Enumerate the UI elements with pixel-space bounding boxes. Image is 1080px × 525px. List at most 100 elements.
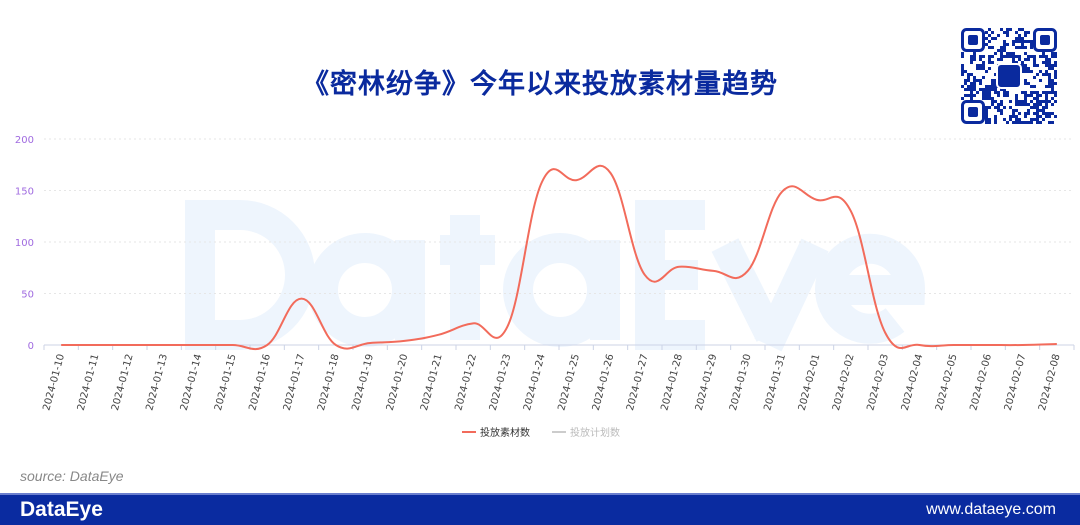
- qr-module: [1015, 61, 1018, 64]
- qr-module: [1051, 121, 1054, 124]
- qr-module: [1009, 100, 1012, 103]
- qr-module: [988, 91, 991, 94]
- qr-module: [1030, 121, 1033, 124]
- qr-module: [979, 58, 982, 61]
- qr-module: [1030, 55, 1033, 58]
- qr-module: [1024, 58, 1027, 61]
- qr-module: [1033, 103, 1036, 106]
- x-tick-label: 2024-01-21: [419, 353, 445, 412]
- footer-url[interactable]: www.dataeye.com: [926, 501, 1056, 518]
- qr-module: [1000, 28, 1003, 31]
- qr-module: [1036, 91, 1039, 94]
- qr-module: [1003, 106, 1006, 109]
- qr-module: [1027, 112, 1030, 115]
- legend-label: 投放计划数: [570, 426, 620, 439]
- qr-module: [1045, 106, 1048, 109]
- qr-module: [1000, 49, 1003, 52]
- qr-module: [970, 61, 973, 64]
- qr-module: [973, 58, 976, 61]
- qr-module: [967, 76, 970, 79]
- qr-module: [970, 91, 973, 94]
- qr-module: [1039, 100, 1042, 103]
- qr-module: [1000, 103, 1003, 106]
- qr-module: [1024, 40, 1027, 43]
- qr-module: [997, 91, 1000, 94]
- x-tick-label: 2024-01-26: [591, 353, 617, 412]
- qr-module: [982, 94, 985, 97]
- qr-module: [1039, 79, 1042, 82]
- qr-module: [1024, 79, 1027, 82]
- qr-module: [1036, 115, 1039, 118]
- y-tick-label: 0: [28, 341, 34, 352]
- x-tick-label: 2024-01-19: [350, 353, 376, 412]
- qr-module: [1006, 31, 1009, 34]
- qr-module: [1054, 94, 1057, 97]
- qr-module: [997, 109, 1000, 112]
- qr-module: [1051, 97, 1054, 100]
- qr-module: [1048, 100, 1051, 103]
- qr-module: [961, 97, 964, 100]
- qr-module: [988, 85, 991, 88]
- qr-module: [988, 28, 991, 31]
- qr-module: [973, 85, 976, 88]
- qr-module: [1051, 67, 1054, 70]
- qr-module: [1012, 115, 1015, 118]
- qr-module: [988, 106, 991, 109]
- qr-module: [1045, 73, 1048, 76]
- qr-module: [982, 55, 985, 58]
- qr-module: [1045, 58, 1048, 61]
- qr-module: [1033, 97, 1036, 100]
- qr-module: [1054, 55, 1057, 58]
- qr-module: [1000, 55, 1003, 58]
- qr-module: [1039, 55, 1042, 58]
- qr-module: [1051, 79, 1054, 82]
- qr-module: [967, 79, 970, 82]
- legend-item-1[interactable]: 投放素材数: [462, 426, 530, 439]
- qr-module: [1039, 94, 1042, 97]
- x-tick-label: 2024-01-24: [522, 353, 548, 412]
- qr-module: [1033, 85, 1036, 88]
- x-tick-label: 2024-01-28: [659, 353, 685, 412]
- qr-module: [1045, 115, 1048, 118]
- qr-module: [976, 79, 979, 82]
- qr-module: [1045, 97, 1048, 100]
- qr-module: [1027, 103, 1030, 106]
- qr-module: [985, 91, 988, 94]
- qr-module: [982, 91, 985, 94]
- qr-module: [1006, 94, 1009, 97]
- x-tick-label: 2024-01-30: [728, 353, 754, 412]
- qr-module: [1003, 40, 1006, 43]
- qr-module: [1024, 82, 1027, 85]
- x-tick-label: 2024-01-22: [453, 353, 479, 412]
- qr-module: [1048, 85, 1051, 88]
- qr-module: [994, 85, 997, 88]
- qr-module: [964, 88, 967, 91]
- qr-module: [1027, 121, 1030, 124]
- qr-module: [1024, 91, 1027, 94]
- qr-module: [1036, 112, 1039, 115]
- qr-module: [1024, 97, 1027, 100]
- qr-module: [985, 106, 988, 109]
- qr-module: [1048, 76, 1051, 79]
- qr-module: [1009, 52, 1012, 55]
- qr-module: [991, 61, 994, 64]
- qr-module: [985, 43, 988, 46]
- qr-module: [1012, 43, 1015, 46]
- qr-module: [1054, 61, 1057, 64]
- qr-module: [1024, 112, 1027, 115]
- x-tick-label: 2024-02-06: [968, 353, 994, 412]
- qr-module: [979, 64, 982, 67]
- qr-module: [964, 79, 967, 82]
- qr-module: [994, 100, 997, 103]
- qr-module: [985, 31, 988, 34]
- qr-module: [1036, 106, 1039, 109]
- qr-module: [1012, 40, 1015, 43]
- legend-item-2[interactable]: 投放计划数: [552, 426, 620, 439]
- qr-module: [1018, 100, 1021, 103]
- qr-module: [961, 52, 964, 55]
- qr-module: [1015, 94, 1018, 97]
- qr-module: [1048, 67, 1051, 70]
- qr-module: [1033, 106, 1036, 109]
- x-tick-label: 2024-02-08: [1037, 353, 1063, 412]
- qr-module: [1009, 106, 1012, 109]
